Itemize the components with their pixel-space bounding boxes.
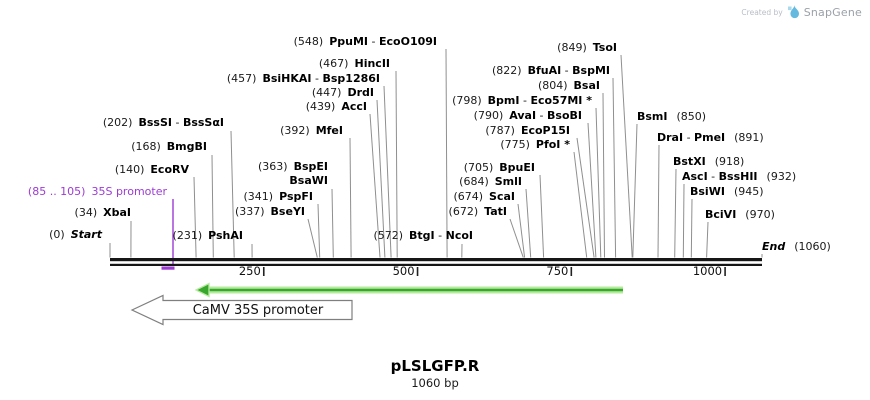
credit-prefix: Created by: [741, 7, 783, 17]
site-leader-line: [317, 203, 321, 258]
site-leader-line: [576, 137, 595, 258]
feature-arrow-outline: [130, 294, 353, 326]
sequence-length: 1060 bp: [411, 376, 459, 390]
site-leader-line: [369, 113, 381, 258]
site-leader-line: [517, 203, 526, 258]
site-label-HincII: (467) HincII: [318, 57, 390, 70]
site-leader-line: [632, 123, 638, 258]
site-leader-line: [573, 151, 588, 258]
site-label-Start: (0) Start: [49, 228, 102, 241]
site-leader-line: [539, 174, 545, 258]
site-leader-line: [674, 168, 677, 258]
site-leader-line: [706, 221, 709, 258]
site-label-EcoRV: (140) EcoRV: [114, 163, 189, 176]
site-label-XbaI: (34) XbaI: [74, 206, 131, 219]
backbone-line-bottom: [110, 263, 762, 266]
site-leader-line: [587, 122, 597, 258]
site-label-TatI: (672) TatI: [448, 205, 507, 218]
site-leader-line: [349, 137, 352, 258]
credit: Created by SnapGene: [741, 5, 862, 19]
site-label-BfuAI-BspMI: (822) BfuAI - BspMI: [491, 64, 610, 77]
ruler-label-500: 500: [392, 264, 415, 278]
site-label-DrdI: (447) DrdI: [311, 86, 374, 99]
site-label-BmgBI: (168) BmgBI: [131, 140, 207, 153]
site-label-BsiHKAI-Bsp1286I: (457) BsiHKAI - Bsp1286I: [226, 72, 380, 85]
site-leader-line: [383, 85, 392, 258]
ruler-label-250: 250: [238, 264, 261, 278]
feature-label-35s-promoter: (85 .. 105) 35S promoter: [27, 185, 167, 198]
site-label-BciVI: BciVI (970): [705, 208, 775, 221]
site-leader-line: [525, 188, 532, 258]
site-leader-line: [445, 48, 448, 258]
page-title: pLSLGFP.R: [390, 357, 480, 375]
site-leader-line: [376, 99, 386, 258]
site-label-BpuEI: (705) BpuEI: [463, 161, 535, 174]
ruler-label-1000: 1000: [692, 264, 723, 278]
site-leader-line: [690, 198, 693, 258]
site-label-TsoI: (849) TsoI: [557, 41, 617, 54]
site-label-BstXI: BstXI (918): [673, 155, 745, 168]
site-label-AscI-BssHII: AscI - BssHII (932): [682, 170, 797, 183]
site-label-AccI: (439) AccI: [305, 100, 367, 113]
promoter-region-bar: [161, 266, 175, 270]
feature-label-camv-35s-promoter: CaMV 35S promoter: [192, 303, 324, 318]
ruler-label-750: 750: [546, 264, 569, 278]
site-label-PspFI: (341) PspFI: [243, 190, 314, 203]
site-label-AvaI-BsoBI: (790) AvaI - BsoBI: [473, 109, 582, 122]
site-leader-line: [657, 144, 660, 258]
site-leader-line: [509, 218, 524, 258]
snapgene-logo-icon: [787, 5, 799, 19]
site-label-DraI-PmeI: DraI - PmeI (891): [657, 131, 764, 144]
site-label-MfeI: (392) MfeI: [280, 124, 343, 137]
site-leader-line: [193, 176, 197, 258]
backbone-line-top: [110, 258, 762, 262]
site-label-BsmI: BsmI (850): [637, 110, 707, 123]
credit-brand: SnapGene: [803, 5, 862, 19]
site-label-BspEI-BsaWI: (363) BspEI BsaWI: [257, 160, 328, 187]
site-label-BtgI-NcoI: (572) BtgI - NcoI: [373, 229, 473, 242]
site-label-ScaI: (674) ScaI: [453, 190, 515, 203]
site-label-PfoI: (775) PfoI *: [500, 138, 570, 151]
site-label-BsiWI: BsiWI (945): [690, 185, 764, 198]
site-label-EcoP15I: (787) EcoP15I: [485, 124, 570, 137]
site-leader-line: [331, 188, 334, 258]
site-label-BpmI-Eco57MI: (798) BpmI - Eco57MI *: [452, 94, 592, 107]
site-leader-line: [682, 183, 685, 258]
site-label-End: End (1060): [762, 240, 831, 253]
site-leader-line: [230, 130, 235, 258]
site-leader-line: [211, 154, 214, 258]
site-label-SmlI: (684) SmlI: [459, 175, 522, 188]
site-leader-line: [620, 54, 633, 258]
site-leader-line: [612, 77, 617, 258]
site-leader-line: [602, 92, 605, 258]
site-label-BsaI: (804) BsaI: [537, 79, 600, 92]
site-leader-line: [595, 107, 602, 258]
site-label-PpuMI-EcoO109I: (548) PpuMI - EcoO109I: [293, 35, 437, 48]
site-label-BssSI-BssSαI: (202) BssSI - BssSαI: [102, 116, 224, 129]
green-feature-arrowhead-icon: [194, 282, 210, 298]
site-label-BseYI: (337) BseYI: [234, 205, 305, 218]
site-label-PshAI: (231) PshAI: [172, 229, 243, 242]
site-leader-line: [307, 218, 318, 258]
site-leader-line: [395, 70, 398, 258]
